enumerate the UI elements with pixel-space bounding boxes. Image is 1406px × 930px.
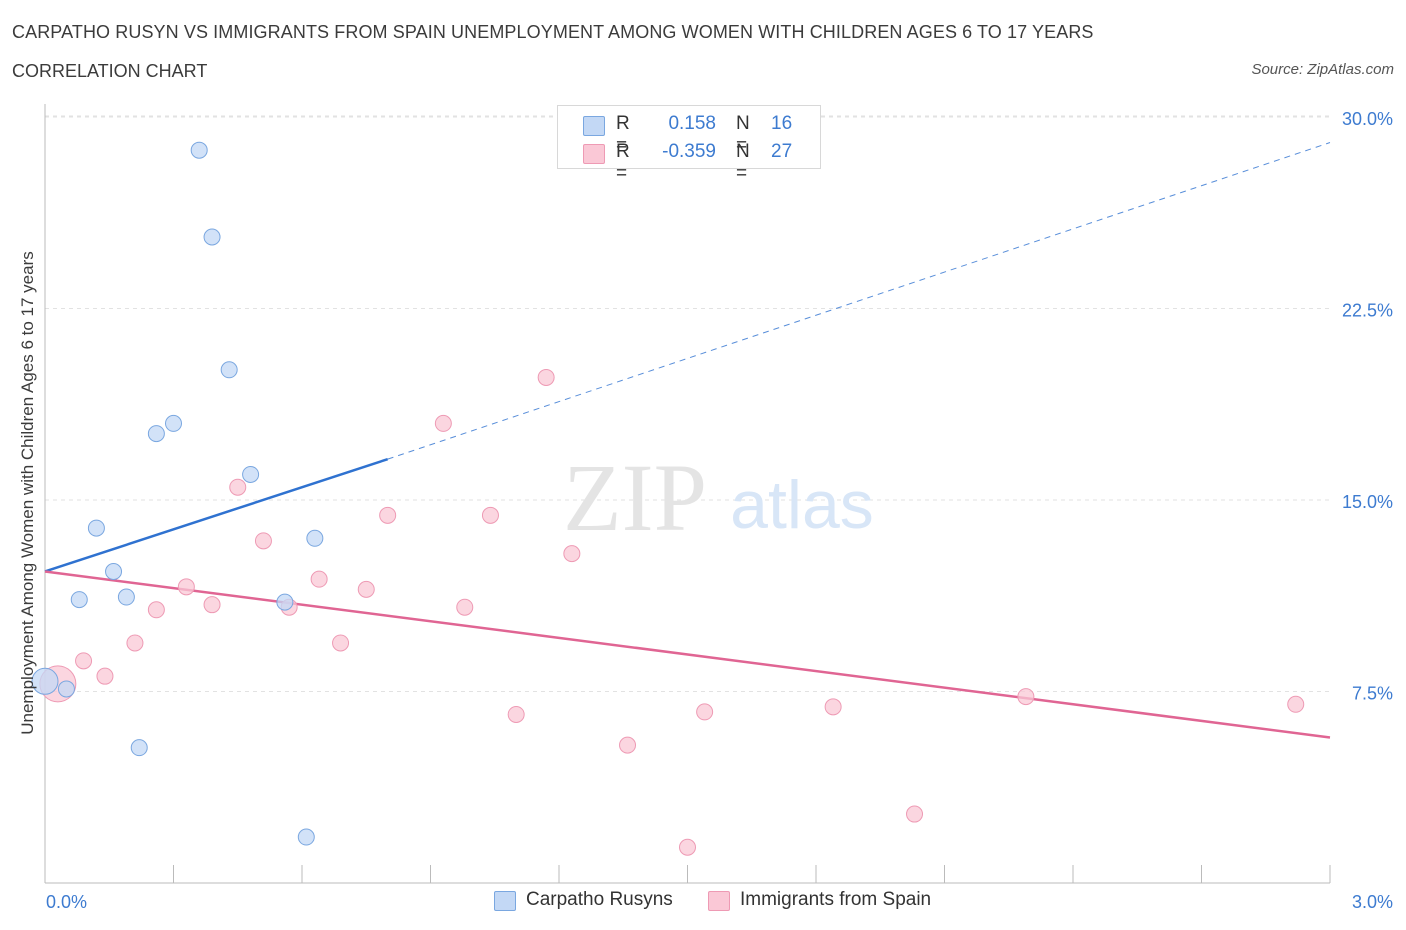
legend-n-label: N =	[736, 141, 750, 184]
legend-swatch-blue	[583, 116, 605, 136]
data-point-immigrants-from-spain	[434, 414, 452, 432]
data-point-immigrants-from-spain	[332, 634, 350, 652]
legend-r-value: -0.359	[662, 141, 716, 162]
data-point-immigrants-from-spain	[906, 805, 924, 823]
trendline-carpatho-rusyns	[44, 457, 389, 573]
data-point-immigrants-from-spain	[177, 578, 195, 596]
legend-n-value: 16	[771, 113, 793, 134]
legend-swatch-blue	[494, 891, 516, 911]
grid-layer	[45, 115, 1330, 692]
data-point-immigrants-from-spain	[229, 478, 247, 496]
data-point-immigrants-from-spain	[96, 667, 114, 685]
data-point-carpatho-rusyns	[31, 667, 59, 695]
data-point-carpatho-rusyns	[220, 361, 238, 379]
data-point-immigrants-from-spain	[481, 506, 499, 524]
legend-swatch-pink	[583, 144, 605, 164]
data-point-immigrants-from-spain	[203, 596, 221, 614]
trendline-immigrants-from-spain	[44, 570, 1331, 739]
data-point-carpatho-rusyns	[165, 414, 182, 432]
data-point-immigrants-from-spain	[696, 703, 714, 721]
data-point-carpatho-rusyns	[306, 529, 324, 547]
correlation-legend: R = 0.158 N = 16 R = -0.359 N = 27	[557, 105, 821, 184]
legend-n-label: N =	[736, 113, 750, 156]
data-point-immigrants-from-spain	[1017, 688, 1035, 706]
chart-title: CARPATHO RUSYN VS IMMIGRANTS FROM SPAIN …	[12, 22, 1094, 42]
data-point-carpatho-rusyns	[57, 680, 75, 698]
data-point-immigrants-from-spain	[357, 580, 375, 598]
source-credit: Source: ZipAtlas.com	[1251, 61, 1394, 78]
trend-layer	[44, 142, 1331, 739]
data-point-immigrants-from-spain	[537, 368, 555, 386]
data-point-immigrants-from-spain	[310, 570, 328, 588]
data-point-immigrants-from-spain	[126, 634, 144, 652]
data-point-immigrants-from-spain	[379, 506, 397, 524]
chart-subtitle: CORRELATION CHART	[12, 61, 208, 81]
data-point-carpatho-rusyns	[203, 228, 221, 246]
x-tick-label: 3.0%	[1352, 892, 1393, 912]
watermark: ZIP atlas	[563, 444, 874, 551]
data-point-immigrants-from-spain	[679, 838, 696, 856]
x-tick-label: 0.0%	[46, 892, 87, 912]
data-point-immigrants-from-spain	[824, 698, 842, 716]
watermark-atlas: atlas	[730, 467, 874, 543]
data-point-carpatho-rusyns	[276, 593, 294, 611]
data-point-carpatho-rusyns	[117, 588, 135, 606]
y-tick-label: 30.0%	[1342, 109, 1393, 129]
y-axis-label: Unemployment Among Women with Children A…	[18, 251, 37, 735]
data-point-carpatho-rusyns	[147, 425, 165, 443]
data-point-carpatho-rusyns	[242, 465, 260, 483]
tick-label-layer: 7.5% 15.0% 22.5% 30.0% 0.0% 3.0%	[46, 109, 1393, 912]
legend-r-label: R =	[616, 141, 630, 184]
axis-layer	[44, 104, 1331, 884]
legend-label: Carpatho Rusyns	[526, 889, 673, 910]
legend-swatch-pink	[708, 891, 730, 911]
data-point-carpatho-rusyns	[190, 141, 208, 159]
data-point-carpatho-rusyns	[130, 739, 148, 757]
data-point-carpatho-rusyns	[70, 591, 88, 609]
watermark-zip: ZIP	[563, 444, 707, 551]
data-point-carpatho-rusyns	[87, 519, 105, 537]
points-layer	[31, 141, 1305, 856]
data-point-carpatho-rusyns	[297, 828, 315, 846]
data-point-immigrants-from-spain	[563, 545, 581, 563]
trendline-carpatho-rusyns-projection	[387, 142, 1331, 460]
data-point-immigrants-from-spain	[507, 705, 525, 723]
data-point-immigrants-from-spain	[254, 532, 272, 550]
legend-r-value: 0.158	[668, 113, 716, 134]
y-tick-label: 22.5%	[1342, 301, 1393, 321]
y-tick-label: 15.0%	[1342, 492, 1393, 512]
legend-label: Immigrants from Spain	[740, 889, 932, 910]
data-point-immigrants-from-spain	[619, 736, 637, 754]
data-point-carpatho-rusyns	[105, 562, 123, 580]
legend-r-label: R =	[616, 113, 630, 156]
data-point-immigrants-from-spain	[456, 598, 474, 616]
data-point-immigrants-from-spain	[75, 652, 93, 670]
legend-n-value: 27	[771, 141, 793, 162]
y-tick-label: 7.5%	[1352, 684, 1393, 704]
data-point-immigrants-from-spain	[1287, 695, 1305, 713]
data-point-immigrants-from-spain	[147, 601, 165, 619]
